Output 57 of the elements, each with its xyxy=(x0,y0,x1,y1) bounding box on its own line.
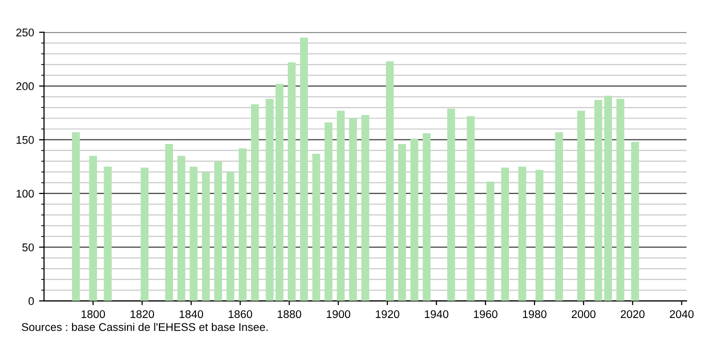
x-tick-label: 1900 xyxy=(326,310,350,318)
y-tick-label: 200 xyxy=(16,82,34,90)
bar xyxy=(422,133,431,301)
bar xyxy=(266,98,274,301)
bar xyxy=(466,116,475,301)
x-tick-label: 1940 xyxy=(424,310,448,318)
bar xyxy=(486,182,494,301)
bar xyxy=(89,156,97,301)
bar xyxy=(190,166,198,301)
bar xyxy=(214,161,222,301)
bar xyxy=(165,144,174,301)
y-tick-label: 0 xyxy=(28,297,34,306)
x-tick-label: 1880 xyxy=(278,310,302,318)
bar xyxy=(324,122,332,301)
bar xyxy=(312,154,320,301)
bar xyxy=(577,110,586,301)
x-tick-label: 1840 xyxy=(180,310,204,318)
bar xyxy=(616,98,624,301)
bar xyxy=(238,148,247,301)
y-tick-label: 150 xyxy=(16,136,34,144)
bar xyxy=(594,100,602,301)
bar xyxy=(604,96,612,301)
bar xyxy=(288,62,296,301)
bar xyxy=(226,172,234,301)
bar xyxy=(300,38,308,301)
bar xyxy=(555,132,563,301)
x-tick-label: 1920 xyxy=(376,310,400,318)
x-tick-label: 1800 xyxy=(82,310,105,318)
bar xyxy=(104,166,112,301)
source-note: Sources : base Cassini de l'EHESS et base Insee. xyxy=(22,322,268,332)
x-tick-label: 2000 xyxy=(572,310,596,318)
bar xyxy=(276,84,284,301)
bar xyxy=(518,166,526,301)
bar xyxy=(251,104,259,301)
x-tick-label: 1820 xyxy=(130,310,154,318)
bar xyxy=(501,168,510,301)
bar xyxy=(386,61,394,301)
x-tick-label: 2040 xyxy=(670,310,694,318)
bar xyxy=(177,156,186,301)
bar xyxy=(361,115,370,301)
bar xyxy=(410,138,418,301)
y-tick-label: 50 xyxy=(22,243,34,252)
x-tick-label: 2020 xyxy=(620,310,645,318)
y-tick-label: 100 xyxy=(16,190,34,198)
x-tick-label: 1960 xyxy=(474,310,498,318)
bar xyxy=(398,144,406,301)
y-tick-label: 250 xyxy=(16,28,34,36)
bar xyxy=(631,142,639,301)
bar xyxy=(447,108,456,301)
bar xyxy=(140,168,148,301)
bar xyxy=(72,132,80,301)
bar xyxy=(202,172,210,301)
x-tick-label: 1860 xyxy=(228,310,252,318)
bar xyxy=(336,110,345,301)
bar xyxy=(349,118,357,301)
x-tick-label: 1980 xyxy=(523,310,546,318)
bar xyxy=(535,170,544,301)
